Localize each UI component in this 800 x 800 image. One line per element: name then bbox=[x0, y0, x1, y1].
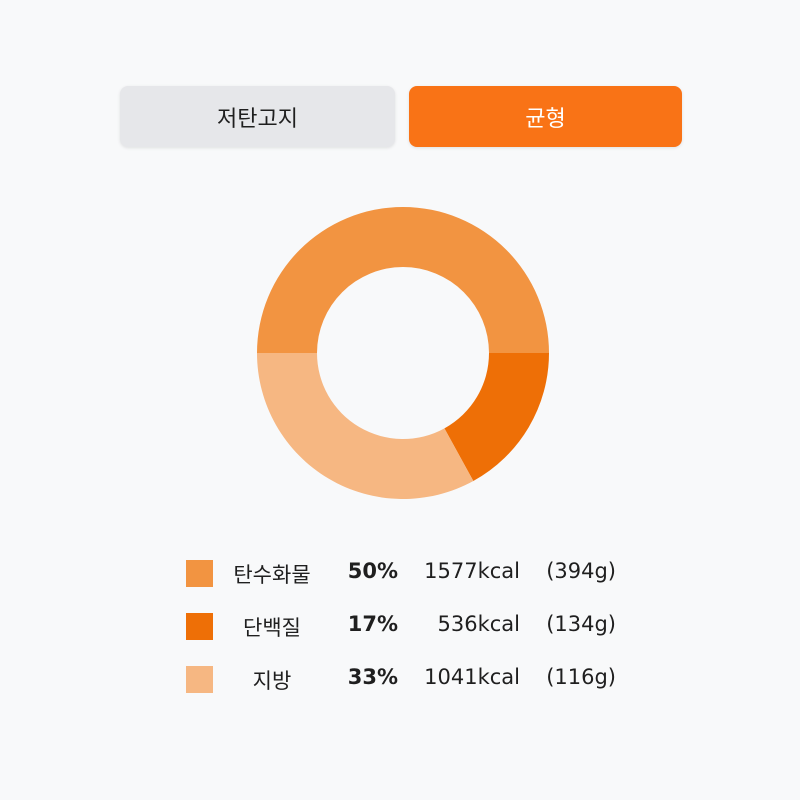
legend-grams: (134g) bbox=[546, 612, 616, 636]
legend-kcal: 536kcal bbox=[437, 612, 521, 636]
legend-swatch bbox=[186, 560, 213, 587]
donut-slice bbox=[257, 353, 474, 499]
legend-swatch bbox=[186, 666, 213, 693]
legend-percent: 33% bbox=[347, 665, 398, 689]
tab-label: 균형 bbox=[525, 106, 566, 132]
legend-label: 단백질 bbox=[243, 616, 301, 640]
legend-row-protein: 단백질 17% 536kcal (134g) bbox=[186, 606, 646, 659]
legend-swatch bbox=[186, 613, 213, 640]
legend-percent: 50% bbox=[347, 559, 398, 583]
chart-legend: 탄수화물 50% 1577kcal (394g) 단백질 17% 536kcal… bbox=[186, 553, 646, 712]
legend-row-carbs: 탄수화물 50% 1577kcal (394g) bbox=[186, 553, 646, 606]
tab-balanced[interactable]: 균형 bbox=[409, 86, 682, 147]
donut-svg bbox=[257, 207, 549, 499]
legend-kcal: 1041kcal bbox=[424, 665, 520, 689]
donut-slice bbox=[444, 353, 549, 481]
tab-label: 저탄고지 bbox=[217, 106, 298, 132]
legend-row-fat: 지방 33% 1041kcal (116g) bbox=[186, 659, 646, 712]
legend-grams: (394g) bbox=[546, 559, 616, 583]
legend-kcal: 1577kcal bbox=[424, 559, 520, 583]
macro-donut-chart bbox=[250, 200, 556, 506]
legend-label: 지방 bbox=[252, 669, 292, 693]
donut-slice bbox=[257, 207, 549, 353]
legend-label: 탄수화물 bbox=[233, 563, 311, 587]
legend-percent: 17% bbox=[347, 612, 398, 636]
legend-grams: (116g) bbox=[546, 665, 616, 689]
tab-low-carb-high-fat[interactable]: 저탄고지 bbox=[120, 86, 395, 147]
